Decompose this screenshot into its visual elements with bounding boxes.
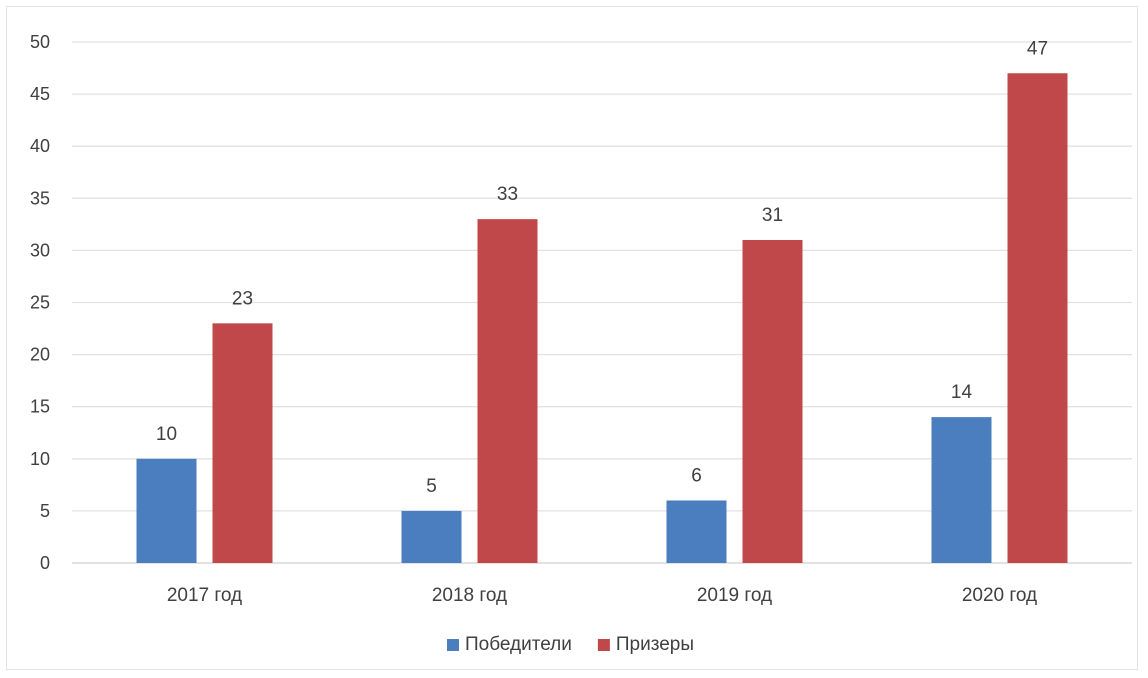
x-tick-label: 2017 год <box>167 585 242 606</box>
data-label: 5 <box>426 476 437 497</box>
data-label: 6 <box>691 465 702 486</box>
legend-swatch <box>597 639 610 651</box>
x-axis: 2017 год 2018 год 2019 год 2020 год <box>167 585 1037 606</box>
data-label: 23 <box>232 288 253 309</box>
data-label: 47 <box>1027 38 1048 59</box>
bar-Призеры-3 <box>1007 73 1068 563</box>
bar-Победители-3 <box>931 417 992 563</box>
y-tick-label: 40 <box>30 136 50 156</box>
legend-label: Призеры <box>616 634 694 655</box>
y-tick-label: 15 <box>30 397 50 417</box>
bar-Призеры-1 <box>477 219 538 563</box>
y-tick-label: 10 <box>30 449 50 469</box>
y-tick-label: 35 <box>30 188 50 208</box>
y-tick-label: 0 <box>40 553 50 573</box>
legend: Победители Призеры <box>447 634 694 655</box>
y-tick-label: 30 <box>30 240 50 260</box>
x-tick-label: 2020 год <box>962 585 1037 606</box>
bar-Победители-1 <box>401 510 462 563</box>
y-tick-label: 5 <box>40 501 50 521</box>
bar-Победители-2 <box>666 500 727 563</box>
y-tick-label: 50 <box>30 32 50 52</box>
bars <box>136 73 1068 564</box>
data-label: 10 <box>156 424 177 445</box>
legend-label: Победители <box>465 634 572 655</box>
data-label: 31 <box>762 205 783 226</box>
bar-Призеры-2 <box>742 239 803 564</box>
data-labels: 10 23 5 33 6 31 14 47 <box>156 38 1048 497</box>
data-label: 14 <box>951 382 973 403</box>
y-tick-label: 20 <box>30 345 50 365</box>
data-label: 33 <box>497 184 518 205</box>
y-axis: 0 5 10 15 20 25 30 35 40 45 50 <box>30 32 50 573</box>
y-tick-label: 25 <box>30 293 50 313</box>
bar-Победители-0 <box>136 458 197 563</box>
bar-Призеры-0 <box>212 323 273 563</box>
legend-swatch <box>447 639 459 651</box>
y-tick-label: 45 <box>30 84 50 104</box>
x-tick-label: 2019 год <box>697 585 772 606</box>
x-tick-label: 2018 год <box>432 585 507 606</box>
